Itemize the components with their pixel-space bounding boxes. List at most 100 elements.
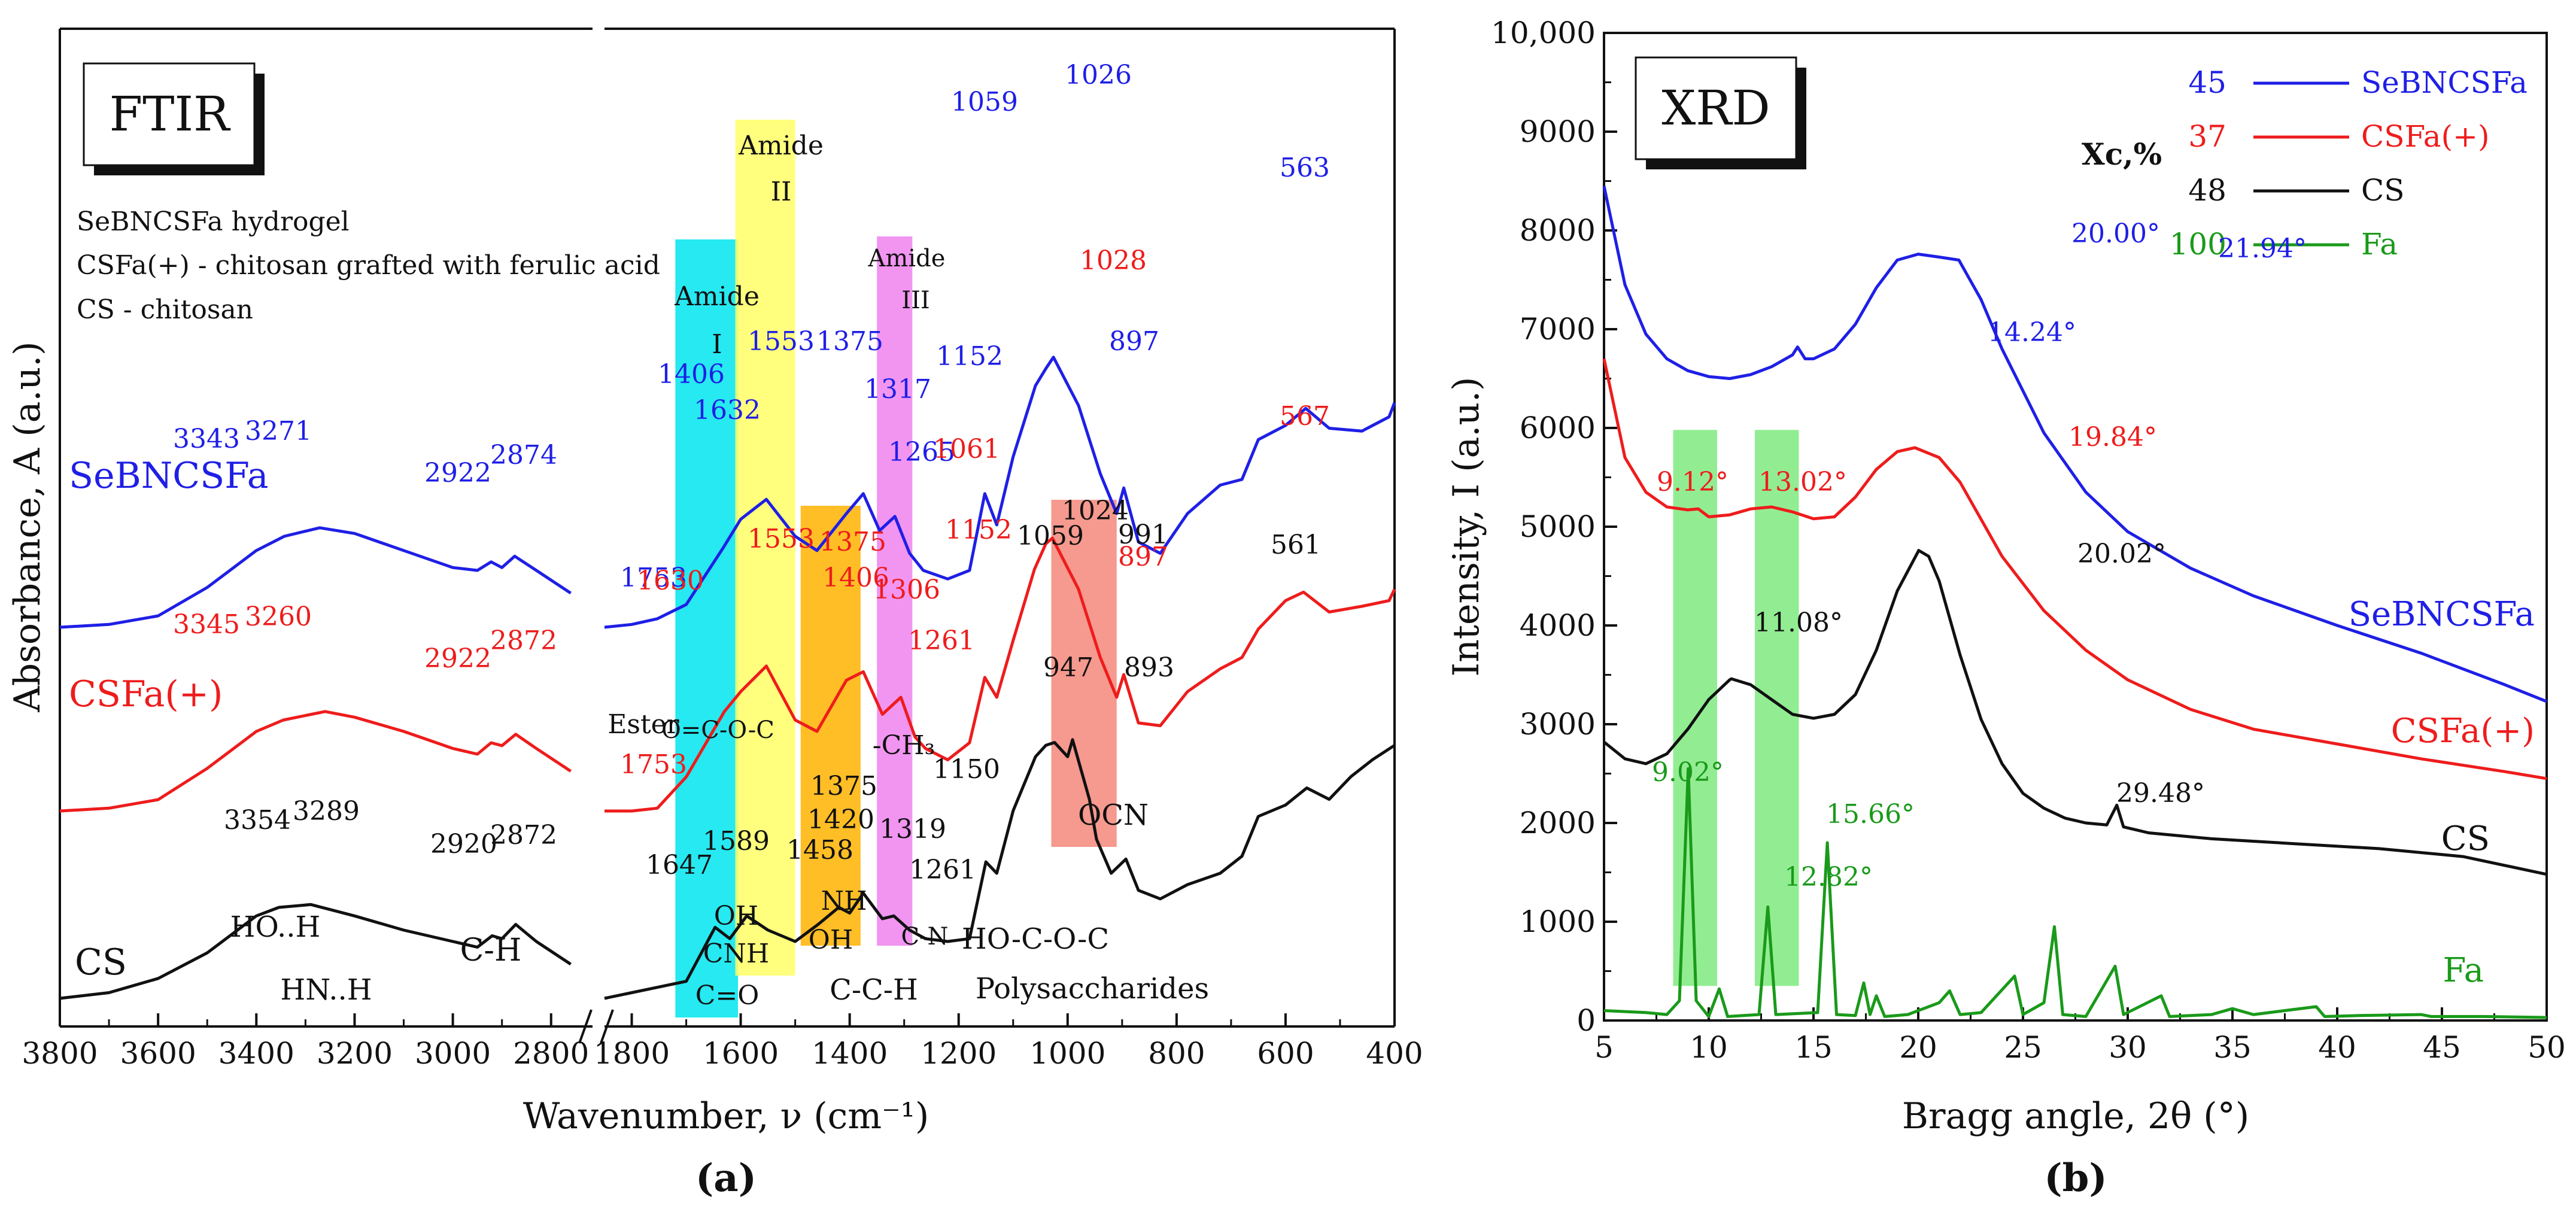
ftir-legend-text: CSFa(+) - chitosan grafted with ferulic … bbox=[77, 250, 660, 281]
ftir-x-tick-label: 3400 bbox=[218, 1036, 294, 1071]
ftir-peak-label: 567 bbox=[1280, 401, 1330, 432]
xrd-curve-label: CS bbox=[2441, 819, 2490, 858]
ftir-peak-label: 2922 bbox=[424, 643, 491, 674]
ftir-annotation: Ester bbox=[607, 709, 679, 740]
xrd-legend-title: Xc,% bbox=[2082, 136, 2162, 172]
ftir-peak-label: 1317 bbox=[864, 374, 931, 405]
xrd-title-box bbox=[1635, 56, 1797, 160]
ftir-peak-label: 2872 bbox=[490, 625, 557, 656]
xrd-y-tick-label: 10,000 bbox=[1491, 16, 1596, 50]
ftir-x-tick-label: 1600 bbox=[703, 1036, 779, 1071]
ftir-peak-label: 1061 bbox=[933, 434, 1000, 464]
xrd-line-fa bbox=[1603, 767, 2547, 1019]
xrd-x-tick-label: 15 bbox=[1794, 1030, 1833, 1065]
ftir-peak-label: 1589 bbox=[703, 826, 770, 856]
xrd-legend-xc: 37 bbox=[2188, 119, 2226, 154]
xrd-line-cs bbox=[1603, 549, 2547, 876]
ftir-peak-label: 3354 bbox=[224, 805, 291, 836]
ftir-peak-label: 897 bbox=[1109, 326, 1159, 357]
xrd-curve-label: Fa bbox=[2443, 951, 2484, 990]
xrd-y-tick-label: 0 bbox=[1576, 1003, 1596, 1038]
ftir-annotation: I bbox=[712, 329, 722, 360]
xrd-peak-label: 13.02° bbox=[1758, 467, 1847, 497]
ftir-x-tick-label: 400 bbox=[1366, 1036, 1423, 1071]
xrd-title: XRD bbox=[1661, 80, 1770, 136]
ftir-peak-label: 897 bbox=[1118, 542, 1168, 572]
xrd-legend-xc: 48 bbox=[2188, 173, 2226, 208]
xrd-peak-label: 9.02° bbox=[1652, 757, 1724, 788]
ftir-peak-label: 991 bbox=[1118, 520, 1168, 550]
ftir-line-csfa-left bbox=[59, 710, 572, 813]
ftir-peak-label: 1553 bbox=[748, 524, 815, 554]
xrd-legend-xc: 45 bbox=[2188, 65, 2226, 100]
ftir-x-tick-label: 600 bbox=[1257, 1036, 1314, 1071]
ftir-peak-label: 1632 bbox=[694, 395, 761, 426]
xrd-x-tick-label: 30 bbox=[2109, 1030, 2147, 1065]
ftir-line-csfa-right bbox=[604, 536, 1396, 813]
xrd-peak-label: 11.08° bbox=[1754, 608, 1843, 638]
ftir-x-tick-label: 1000 bbox=[1029, 1036, 1105, 1071]
ftir-x-tick-label: 1400 bbox=[812, 1036, 888, 1071]
ftir-y-axis-label: Absorbance, A (a.u.) bbox=[7, 341, 48, 712]
xrd-y-tick-label: 1000 bbox=[1520, 904, 1596, 939]
ftir-annotation: HO-C-O-C bbox=[962, 922, 1109, 956]
ftir-peak-label: 2922 bbox=[424, 458, 491, 488]
ftir-x-tick-label: 3600 bbox=[120, 1036, 196, 1071]
xrd-peak-label: 12.82° bbox=[1784, 862, 1873, 892]
ftir-annotation: OCN bbox=[1078, 798, 1149, 832]
ftir-title: FTIR bbox=[110, 86, 231, 142]
ftir-line-cs-left bbox=[59, 903, 572, 1000]
xrd-legend-name: CS bbox=[2361, 173, 2405, 208]
xrd-legend-name: SeBNCSFa bbox=[2361, 65, 2528, 100]
ftir-peak-label: 1028 bbox=[1080, 245, 1147, 276]
ftir-annotation: O=C-O-C bbox=[661, 716, 774, 744]
ftir-peak-label: 893 bbox=[1124, 652, 1174, 683]
xrd-peak-label: 14.24° bbox=[1988, 317, 2076, 348]
ftir-peak-label: 1152 bbox=[945, 515, 1012, 545]
xrd-highlight-band bbox=[1673, 430, 1717, 986]
xrd-y-tick-label: 7000 bbox=[1520, 312, 1596, 347]
ftir-annotation: C=O bbox=[695, 980, 760, 1011]
ftir-peak-label: 1420 bbox=[807, 804, 874, 835]
xrd-y-tick-label: 2000 bbox=[1520, 806, 1596, 840]
xrd-y-tick-label: 6000 bbox=[1520, 411, 1596, 445]
ftir-annotation: CNH bbox=[703, 938, 770, 969]
ftir-peak-label: 1261 bbox=[909, 855, 976, 885]
ftir-annotation: HO..H bbox=[230, 910, 321, 944]
ftir-peak-label: 1319 bbox=[879, 814, 946, 845]
ftir-annotation: Polysaccharides bbox=[976, 972, 1209, 1006]
xrd-y-axis-label: Intensity, I (a.u.) bbox=[1445, 377, 1487, 677]
ftir-peak-label: 3271 bbox=[245, 416, 312, 447]
ftir-peak-label: 1458 bbox=[786, 835, 853, 865]
band-amide-iii-violet bbox=[877, 236, 913, 946]
ftir-peak-label: 3345 bbox=[173, 609, 240, 640]
ftir-peak-label: 1261 bbox=[908, 625, 975, 656]
xrd-x-tick-label: 40 bbox=[2318, 1030, 2356, 1065]
ftir-x-tick-label: 800 bbox=[1148, 1036, 1205, 1071]
ftir-peak-label: 1375 bbox=[819, 527, 886, 557]
band-ch-orange bbox=[800, 506, 861, 946]
ftir-x-axis-label: Wavenumber, ν (cm⁻¹) bbox=[523, 1095, 929, 1137]
ftir-peak-label: 1753 bbox=[620, 563, 687, 593]
ftir-peak-label: 2874 bbox=[490, 440, 557, 470]
ftir-annotation: SeBNCSFa bbox=[69, 455, 269, 497]
ftir-peak-label: 1647 bbox=[646, 850, 713, 880]
ftir-annotation: Amide bbox=[674, 281, 760, 312]
ftir-peak-label: 1406 bbox=[822, 563, 889, 593]
ftir-peak-label: 563 bbox=[1280, 153, 1330, 183]
xrd-curve-label: CSFa(+) bbox=[2391, 712, 2535, 751]
xrd-x-tick-label: 50 bbox=[2528, 1030, 2566, 1065]
xrd-y-tick-label: 9000 bbox=[1520, 114, 1596, 149]
ftir-peak-label: 1753 bbox=[620, 749, 687, 780]
ftir-line-cs-right bbox=[604, 738, 1396, 1000]
ftir-x-tick-label: 3000 bbox=[415, 1036, 491, 1071]
xrd-peak-label: 20.00° bbox=[2071, 218, 2160, 249]
ftir-annotation: III bbox=[901, 287, 929, 314]
xrd-peak-label: 9.12° bbox=[1657, 467, 1729, 497]
xrd-x-tick-label: 20 bbox=[1899, 1030, 1937, 1065]
axis-break-mark-right bbox=[600, 1009, 614, 1044]
xrd-line-csfa bbox=[1602, 358, 2547, 780]
xrd-y-tick-label: 4000 bbox=[1520, 608, 1596, 643]
ftir-peak-label: 1553 bbox=[748, 326, 815, 357]
